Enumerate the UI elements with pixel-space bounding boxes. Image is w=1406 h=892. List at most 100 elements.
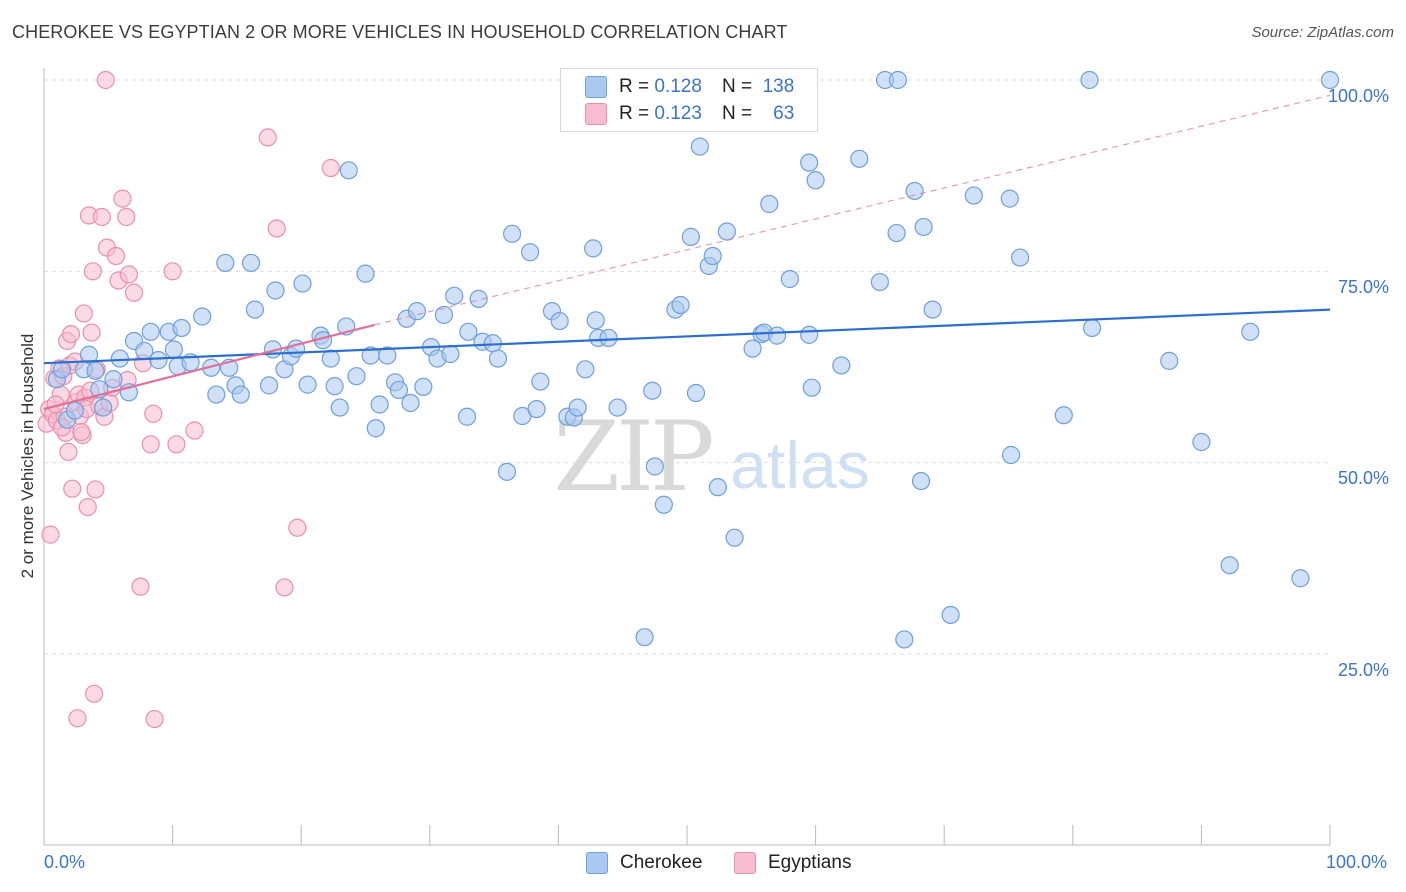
cherokee-point-119 xyxy=(964,186,983,205)
cherokee-point-3 xyxy=(79,345,99,364)
cherokee-r-label: R = xyxy=(619,76,650,97)
cherokee-point-13 xyxy=(149,351,168,370)
cherokee-point-19 xyxy=(193,307,212,326)
egyptians-point-32 xyxy=(92,207,111,227)
cherokee-point-4 xyxy=(86,361,105,380)
cherokee-n-label: N = xyxy=(721,76,753,97)
cherokee-point-69 xyxy=(521,243,540,262)
egyptians-point-14 xyxy=(61,324,81,344)
egyptians-point-34 xyxy=(96,70,115,90)
y-tick-label-75: 75.0% xyxy=(1338,277,1390,297)
egyptians-legend-label: Egyptians xyxy=(768,852,852,873)
cherokee-point-106 xyxy=(806,171,825,190)
egyptians-point-51 xyxy=(185,421,204,440)
cherokee-point-71 xyxy=(531,372,550,391)
egyptians-point-29 xyxy=(86,480,105,499)
y-tick-label-50: 50.0% xyxy=(1338,468,1390,488)
cherokee-point-66 xyxy=(497,462,517,481)
egyptians-point-45 xyxy=(131,577,150,596)
cherokee-point-52 xyxy=(401,393,420,413)
egyptians-point-55 xyxy=(288,518,307,537)
cherokee-point-112 xyxy=(888,70,908,90)
cherokee-point-107 xyxy=(832,356,851,375)
cherokee-point-43 xyxy=(347,367,366,386)
egyptians-point-41 xyxy=(117,207,136,227)
trend-lines xyxy=(43,94,1331,411)
legend-row-cherokee: R = 0.128 N = 138 xyxy=(585,75,794,99)
cherokee-point-116 xyxy=(914,217,933,237)
cherokee-point-114 xyxy=(905,181,924,201)
cherokee-point-133 xyxy=(65,401,84,420)
egyptians-r-label: R = xyxy=(619,103,650,124)
egyptians-point-28 xyxy=(85,684,104,703)
cherokee-point-82 xyxy=(608,398,627,417)
cherokee-point-93 xyxy=(703,246,722,266)
cherokee-point-73 xyxy=(550,311,569,331)
cherokee-point-81 xyxy=(599,328,618,348)
legend-item-cherokee: Cherokee xyxy=(586,852,702,874)
cherokee-point-76 xyxy=(568,398,587,417)
cherokee-point-95 xyxy=(717,222,736,241)
cherokee-point-62 xyxy=(469,289,488,308)
cherokee-point-123 xyxy=(1054,406,1073,425)
cherokee-point-47 xyxy=(370,395,389,414)
egyptians-n-label: N = xyxy=(721,103,753,124)
egyptians-trend-extension xyxy=(374,94,1331,326)
series-legend: Cherokee Egyptians xyxy=(0,850,1406,878)
x-tick-label-max: 100.0% xyxy=(1326,852,1388,872)
cherokee-point-88 xyxy=(671,295,690,315)
egyptians-point-2 xyxy=(41,525,60,544)
cherokee-point-91 xyxy=(690,137,709,156)
cherokee-point-102 xyxy=(780,269,799,289)
chart-title: CHEROKEE VS EGYPTIAN 2 OR MORE VEHICLES … xyxy=(12,22,788,42)
egyptians-legend-swatch xyxy=(734,852,756,874)
cherokee-point-77 xyxy=(576,360,595,379)
cherokee-point-22 xyxy=(216,253,235,273)
y-tick-label-25: 25.0% xyxy=(1338,660,1390,680)
cherokee-point-57 xyxy=(434,305,454,325)
legend-row-egyptians: R = 0.123 N = 63 xyxy=(585,102,794,126)
cherokee-point-128 xyxy=(1220,556,1239,575)
cherokee-point-124 xyxy=(1080,70,1099,90)
cherokee-point-97 xyxy=(743,339,762,358)
cherokee-point-39 xyxy=(325,377,344,396)
cherokee-point-89 xyxy=(681,227,700,246)
cherokee-point-79 xyxy=(586,311,605,330)
cherokee-point-27 xyxy=(245,300,265,319)
cherokee-point-109 xyxy=(870,272,890,292)
cherokee-point-118 xyxy=(941,605,960,625)
cherokee-point-42 xyxy=(339,161,358,180)
egyptians-point-49 xyxy=(163,262,182,281)
cherokee-swatch xyxy=(585,76,607,98)
cherokee-point-30 xyxy=(266,281,285,300)
y-tick-label-100: 100.0% xyxy=(1328,86,1390,106)
egyptians-point-54 xyxy=(275,578,294,597)
cherokee-point-21 xyxy=(207,385,226,404)
cherokee-point-28 xyxy=(259,376,279,395)
cherokee-point-113 xyxy=(895,630,914,649)
cherokee-point-26 xyxy=(241,253,261,273)
egyptians-point-53 xyxy=(267,219,286,238)
cherokee-point-105 xyxy=(802,378,821,397)
egyptians-trend-line xyxy=(43,323,375,411)
egyptians-point-47 xyxy=(141,435,160,454)
egyptians-point-15 xyxy=(63,479,82,498)
cherokee-point-84 xyxy=(643,381,662,400)
cherokee-point-83 xyxy=(635,628,654,647)
cherokee-point-17 xyxy=(172,318,191,338)
cherokee-series xyxy=(47,70,1340,649)
cherokee-point-60 xyxy=(457,407,477,426)
cherokee-point-94 xyxy=(708,478,727,497)
cherokee-point-78 xyxy=(584,239,603,258)
cherokee-point-70 xyxy=(527,399,546,419)
cherokee-point-101 xyxy=(767,326,787,345)
cherokee-point-7 xyxy=(104,370,123,389)
egyptians-point-60 xyxy=(72,422,91,442)
egyptians-point-27 xyxy=(83,262,102,281)
cherokee-point-44 xyxy=(356,264,375,283)
egyptians-point-50 xyxy=(167,435,186,454)
cherokee-point-100 xyxy=(760,194,779,214)
cherokee-point-96 xyxy=(725,528,744,547)
cherokee-point-103 xyxy=(800,325,819,344)
